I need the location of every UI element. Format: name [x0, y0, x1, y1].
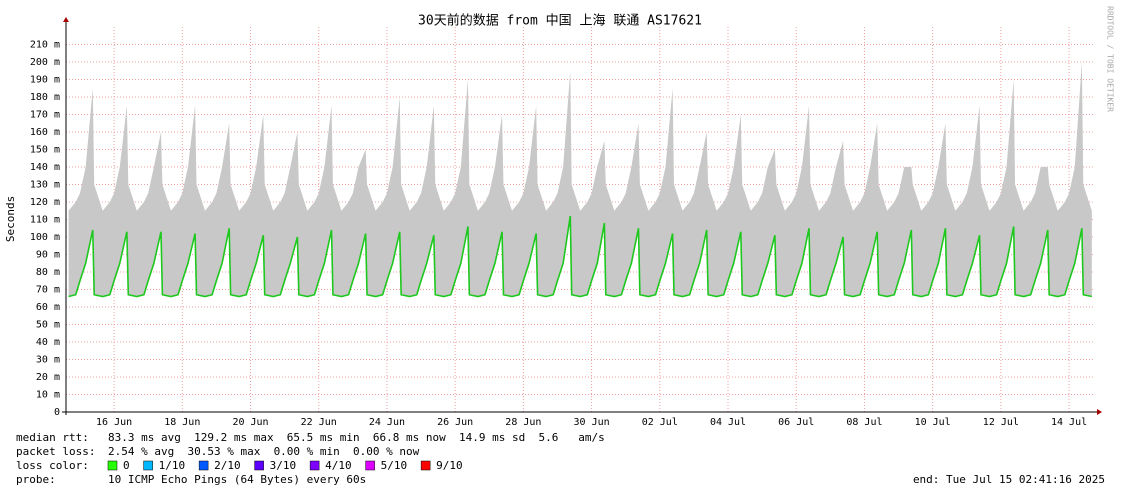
loss-swatch — [107, 460, 118, 471]
loss-text: 9/10 — [436, 459, 463, 472]
loss-text: 1/10 — [159, 459, 186, 472]
y-tick-label: 110 m — [30, 215, 60, 226]
y-tick-label: 80 m — [36, 267, 60, 278]
stat-label: median rtt: — [16, 431, 89, 444]
stat-text: 2.54 % avg 30.53 % max 0.00 % min 0.00 %… — [108, 445, 420, 458]
y-tick-label: 40 m — [36, 337, 60, 348]
x-tick-label: 08 Jul — [846, 417, 882, 428]
probe-label: probe: — [16, 473, 56, 486]
loss-swatch — [365, 460, 375, 471]
x-arrow — [1097, 409, 1102, 415]
x-tick-label: 28 Jun — [505, 417, 541, 428]
y-tick-label: 120 m — [30, 197, 60, 208]
x-tick-label: 14 Jul — [1051, 417, 1087, 428]
y-tick-label: 210 m — [30, 40, 60, 51]
y-tick-label: 140 m — [30, 162, 60, 173]
loss-label: loss color: — [16, 459, 89, 472]
loss-text: 3/10 — [270, 459, 297, 472]
y-tick-label: 200 m — [30, 57, 60, 68]
loss-swatch — [143, 460, 153, 471]
loss-text: 5/10 — [381, 459, 408, 472]
y-tick-label: 10 m — [36, 390, 60, 401]
loss-swatch — [254, 460, 264, 471]
y-tick-label: 190 m — [30, 75, 60, 86]
y-tick-label: 0 — [54, 407, 60, 418]
chart-title: 30天前的数据 from 中国 上海 联通 AS17621 — [418, 13, 702, 29]
y-tick-label: 30 m — [36, 355, 60, 366]
stat-label: packet loss: — [16, 445, 95, 458]
x-tick-label: 26 Jun — [437, 417, 473, 428]
median-line — [68, 215, 1092, 298]
x-tick-label: 16 Jun — [96, 417, 132, 428]
x-tick-label: 22 Jun — [301, 417, 337, 428]
loss-text: 0 — [123, 459, 130, 472]
y-tick-label: 60 m — [36, 302, 60, 313]
y-tick-label: 150 m — [30, 145, 60, 156]
y-tick-label: 20 m — [36, 372, 60, 383]
x-tick-label: 12 Jul — [983, 417, 1019, 428]
x-tick-label: 10 Jul — [915, 417, 951, 428]
y-tick-label: 90 m — [36, 250, 60, 261]
x-tick-label: 06 Jul — [778, 417, 814, 428]
smoke-band — [68, 62, 1092, 297]
end-text: end: Tue Jul 15 02:41:16 2025 — [913, 473, 1105, 486]
x-tick-label: 30 Jun — [574, 417, 610, 428]
y-tick-label: 50 m — [36, 320, 60, 331]
side-text: RRDTOOL / TOBI OETIKER — [1106, 6, 1115, 112]
x-tick-label: 04 Jul — [710, 417, 746, 428]
stat-text: 83.3 ms avg 129.2 ms max 65.5 ms min 66.… — [108, 431, 605, 444]
loss-swatch — [420, 460, 431, 471]
y-tick-label: 180 m — [30, 92, 60, 103]
y-tick-label: 160 m — [30, 127, 60, 138]
y-axis-label: Seconds — [4, 196, 17, 242]
x-tick-label: 20 Jun — [232, 417, 268, 428]
y-arrow — [63, 17, 69, 22]
loss-swatch — [198, 460, 209, 471]
x-tick-label: 24 Jun — [369, 417, 405, 428]
x-tick-label: 02 Jul — [642, 417, 678, 428]
y-tick-label: 100 m — [30, 232, 60, 243]
y-tick-label: 170 m — [30, 110, 60, 121]
y-tick-label: 130 m — [30, 180, 60, 191]
loss-text: 2/10 — [214, 459, 241, 472]
x-tick-label: 18 Jun — [164, 417, 200, 428]
loss-swatch — [309, 460, 320, 471]
y-tick-label: 70 m — [36, 285, 60, 296]
loss-text: 4/10 — [325, 459, 352, 472]
probe-text: 10 ICMP Echo Pings (64 Bytes) every 60s — [108, 473, 366, 486]
